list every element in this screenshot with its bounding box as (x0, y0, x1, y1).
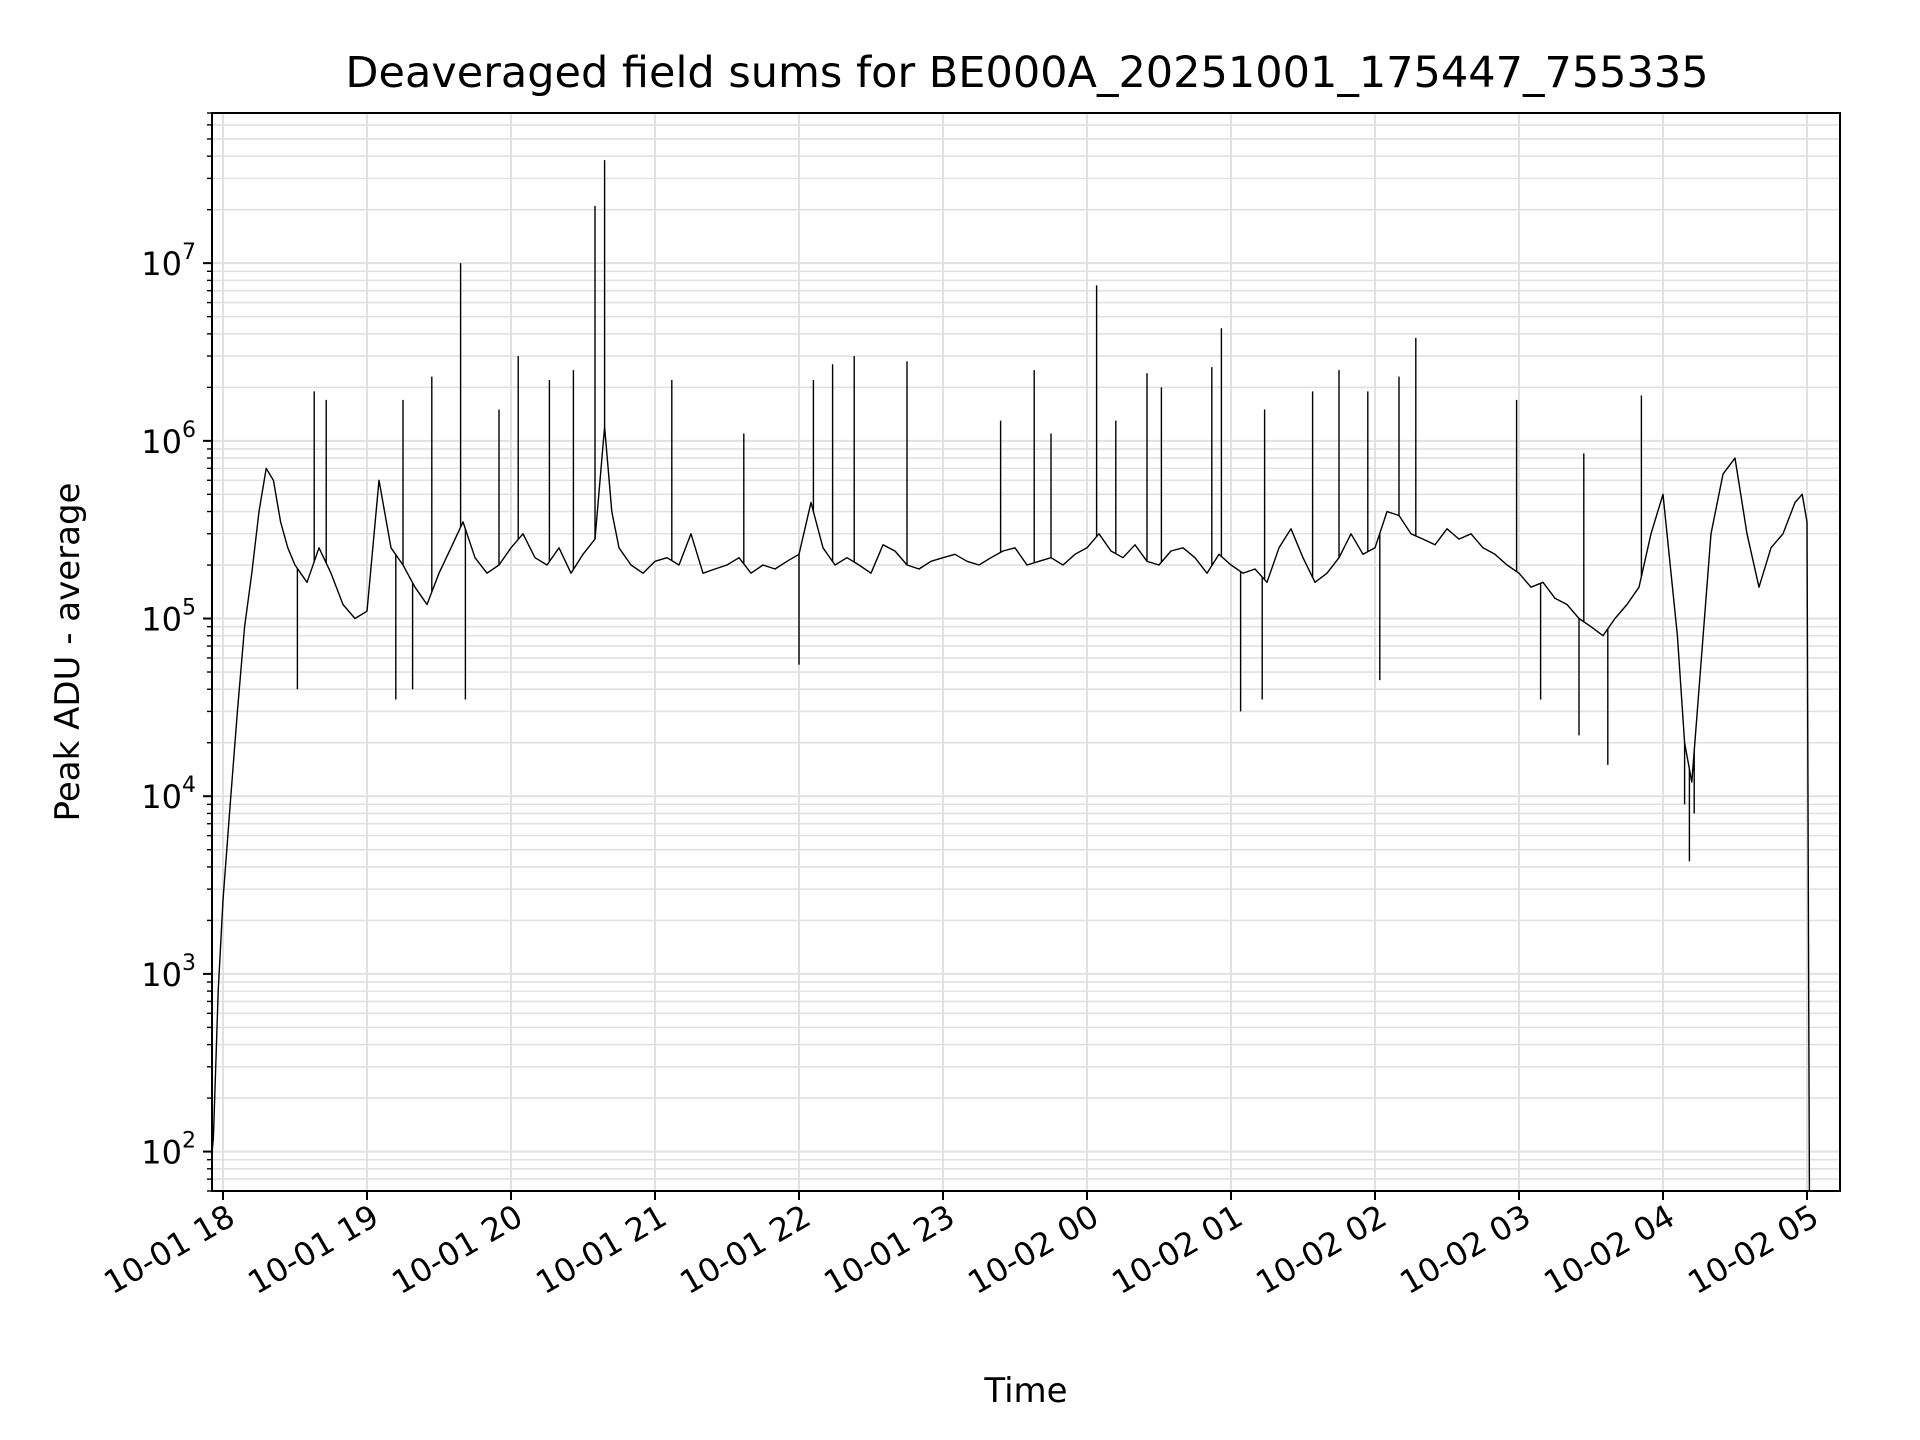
y-tick-base: 10 (141, 956, 182, 994)
x-axis-title: Time (983, 1371, 1067, 1411)
y-tick-exponent: 6 (182, 418, 196, 443)
y-tick-base: 10 (141, 1134, 182, 1172)
y-tick-exponent: 7 (182, 240, 196, 265)
y-tick-base: 10 (141, 778, 182, 816)
y-tick-label: 105 (141, 596, 196, 639)
y-tick-label: 102 (141, 1129, 196, 1172)
y-tick-label: 107 (141, 240, 196, 283)
y-axis-title: Peak ADU - average (48, 483, 88, 822)
y-tick-exponent: 2 (182, 1129, 196, 1154)
y-tick-exponent: 3 (182, 951, 196, 976)
y-tick-label: 104 (141, 773, 196, 816)
y-tick-label: 106 (141, 418, 196, 461)
chart-title: Deaveraged field sums for BE000A_2025100… (345, 48, 1708, 98)
y-tick-base: 10 (141, 601, 182, 639)
y-tick-label: 103 (141, 951, 196, 994)
y-tick-exponent: 4 (182, 773, 196, 798)
plot-frame (211, 112, 1841, 1192)
y-tick-exponent: 5 (182, 596, 196, 621)
grid (212, 112, 1840, 1192)
series-line (212, 426, 1811, 1191)
series-layer (212, 160, 1811, 1191)
y-tick-base: 10 (141, 423, 182, 461)
y-tick-base: 10 (141, 245, 182, 283)
